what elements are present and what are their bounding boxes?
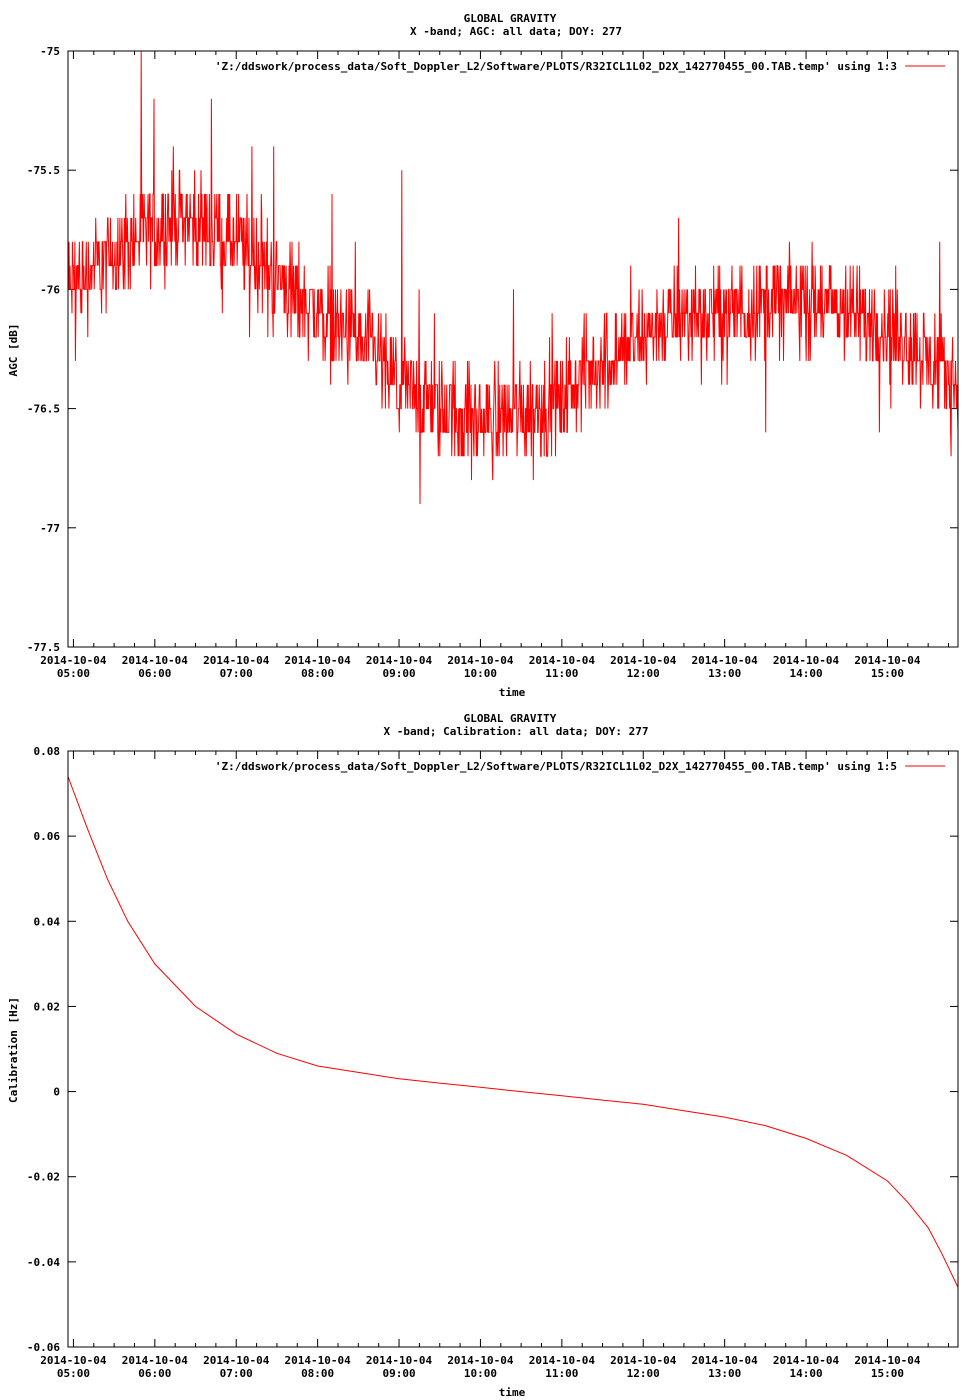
x-tick-label-date: 2014-10-04: [366, 1354, 433, 1367]
x-tick-label-date: 2014-10-04: [692, 654, 759, 667]
x-tick-label-date: 2014-10-04: [610, 1354, 677, 1367]
x-tick-label-time: 15:00: [871, 667, 904, 680]
x-tick-label-date: 2014-10-04: [40, 1354, 107, 1367]
calibration-chart: GLOBAL GRAVITY X -band; Calibration: all…: [7, 712, 959, 1399]
x-tick-label-date: 2014-10-04: [366, 654, 433, 667]
x-tick-label-date: 2014-10-04: [692, 1354, 759, 1367]
agc-chart: GLOBAL GRAVITY X -band; AGC: all data; D…: [7, 12, 959, 699]
x-tick-label-date: 2014-10-04: [122, 654, 189, 667]
x-tick-label-time: 06:00: [138, 1367, 171, 1380]
series-agc: [68, 50, 959, 505]
y-tick-label: 0.06: [34, 830, 61, 843]
x-tick-label-date: 2014-10-04: [529, 1354, 596, 1367]
y-axis-label: Calibration [Hz]: [7, 997, 20, 1103]
y-tick-label: -76.5: [27, 403, 60, 416]
chart-title: GLOBAL GRAVITY: [464, 712, 557, 725]
x-tick-label-date: 2014-10-04: [447, 1354, 514, 1367]
x-tick-label-date: 2014-10-04: [285, 654, 352, 667]
x-tick-label-time: 10:00: [464, 1367, 497, 1380]
y-tick-label: -0.06: [27, 1341, 60, 1354]
plot-frame: [67, 750, 959, 1348]
x-tick-label-date: 2014-10-04: [285, 1354, 352, 1367]
x-tick-label-time: 11:00: [545, 1367, 578, 1380]
x-tick-label-time: 14:00: [789, 667, 822, 680]
x-tick-label-time: 08:00: [301, 667, 334, 680]
x-tick-label-date: 2014-10-04: [529, 654, 596, 667]
y-tick-label: -77: [40, 522, 60, 535]
legend-label: 'Z:/ddswork/process_data/Soft_Doppler_L2…: [215, 760, 897, 773]
x-tick-label-time: 05:00: [57, 1367, 90, 1380]
y-tick-label: -0.04: [27, 1256, 60, 1269]
x-tick-label-time: 12:00: [627, 1367, 660, 1380]
axis-ticks: -77.5-77-76.5-76-75.5-752014-10-0405:002…: [27, 45, 958, 680]
x-tick-label-time: 05:00: [57, 667, 90, 680]
y-tick-label: -75.5: [27, 164, 60, 177]
chart-subtitle: X -band; AGC: all data; DOY: 277: [410, 25, 622, 38]
x-tick-label-time: 13:00: [708, 1367, 741, 1380]
x-tick-label-time: 09:00: [382, 667, 415, 680]
x-tick-label-date: 2014-10-04: [854, 1354, 921, 1367]
x-tick-label-time: 15:00: [871, 1367, 904, 1380]
x-tick-label-time: 07:00: [220, 1367, 253, 1380]
series-line: [68, 50, 959, 505]
x-tick-label-time: 12:00: [627, 667, 660, 680]
x-tick-label-time: 09:00: [382, 1367, 415, 1380]
plot-frame: [67, 50, 959, 648]
legend-label: 'Z:/ddswork/process_data/Soft_Doppler_L2…: [215, 60, 897, 73]
x-tick-label-time: 11:00: [545, 667, 578, 680]
y-tick-label: -0.02: [27, 1171, 60, 1184]
x-tick-label-date: 2014-10-04: [447, 654, 514, 667]
y-tick-label: 0.08: [34, 745, 61, 758]
x-tick-label-time: 10:00: [464, 667, 497, 680]
axis-ticks: -0.06 -0.04 -0.02 0 0.02 0.04 0.06 0.08 2014-10-…: [27, 745, 958, 1380]
x-tick-label-date: 2014-10-04: [203, 654, 270, 667]
x-tick-label-date: 2014-10-04: [773, 654, 840, 667]
x-tick-label-date: 2014-10-04: [40, 654, 107, 667]
x-tick-label-date: 2014-10-04: [610, 654, 677, 667]
y-tick-label: -76: [40, 283, 60, 296]
x-tick-label-time: 06:00: [138, 667, 171, 680]
y-tick-label: -75: [40, 45, 60, 58]
x-tick-label-time: 08:00: [301, 1367, 334, 1380]
x-tick-label-time: 13:00: [708, 667, 741, 680]
x-tick-label-time: 14:00: [789, 1367, 822, 1380]
y-tick-label: 0.02: [34, 1000, 61, 1013]
y-tick-label: 0: [53, 1086, 60, 1099]
series-calibration: [67, 776, 959, 1288]
x-tick-label-date: 2014-10-04: [854, 654, 921, 667]
y-axis-label: AGC [dB]: [7, 324, 20, 377]
y-tick-label: -77.5: [27, 641, 60, 654]
series-line: [67, 776, 959, 1288]
x-tick-label-date: 2014-10-04: [203, 1354, 270, 1367]
y-tick-label: 0.04: [34, 915, 61, 928]
x-axis-label: time: [499, 1386, 526, 1399]
x-tick-label-time: 07:00: [220, 667, 253, 680]
x-tick-label-date: 2014-10-04: [773, 1354, 840, 1367]
chart-subtitle: X -band; Calibration: all data; DOY: 277: [384, 725, 649, 738]
x-axis-label: time: [499, 686, 526, 699]
chart-title: GLOBAL GRAVITY: [464, 12, 557, 25]
x-tick-label-date: 2014-10-04: [122, 1354, 189, 1367]
